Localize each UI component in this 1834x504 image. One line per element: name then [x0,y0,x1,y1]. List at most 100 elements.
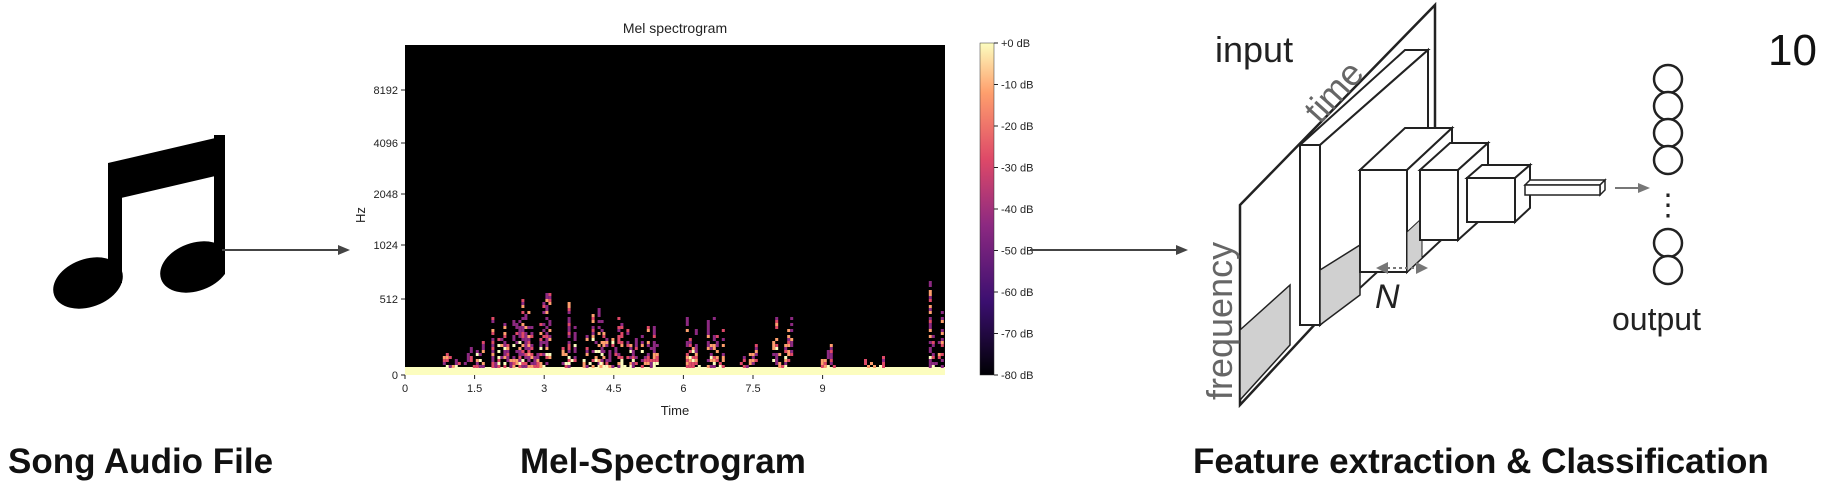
energy-cell [518,356,522,359]
energy-cell [527,347,531,350]
energy-cell [864,362,867,365]
energy-cell [524,365,528,368]
energy-cell [561,353,565,356]
energy-cell [600,353,604,356]
energy-cell [527,350,531,353]
energy-cell [626,332,630,335]
energy-cell [564,362,568,365]
energy-cell [527,344,531,347]
energy-cell [706,365,710,368]
energy-cell [594,341,598,344]
energy-cell [649,362,653,365]
energy-cell [715,359,719,362]
energy-cell [685,320,689,323]
energy-cell [652,350,656,353]
energy-cell [597,308,601,311]
energy-cell [567,320,571,323]
energy-cell [608,359,612,362]
energy-cell [742,359,746,362]
energy-cell [643,362,647,365]
colorbar-tick-label: -30 dB [1001,163,1033,175]
energy-cell [928,365,932,368]
energy-cell [694,353,698,356]
energy-cell [478,353,482,356]
energy-cell [539,362,543,365]
energy-cell [611,338,615,341]
flatten-front [1524,184,1601,196]
energy-cell [506,353,510,356]
energy-cell [784,359,788,362]
energy-cell [790,344,794,347]
x-tick-label: 1.5 [467,383,482,395]
energy-cell [530,326,534,329]
energy-cell [521,332,525,335]
energy-cell [561,347,565,350]
energy-cell [524,317,528,320]
energy-cell [602,365,606,368]
energy-cell [454,365,458,368]
energy-cell [582,359,586,362]
energy-cell [524,341,528,344]
energy-cell [567,335,571,338]
energy-cell [778,353,782,356]
energy-cell [600,329,604,332]
energy-cell [527,335,531,338]
energy-cell [475,362,479,365]
energy-cell [790,329,794,332]
energy-cell [928,356,932,359]
energy-cell [617,317,621,320]
energy-cell [567,344,571,347]
energy-cell [509,359,513,362]
energy-cell [617,326,621,329]
energy-cell [688,341,692,344]
energy-cell [545,317,549,320]
energy-cell [582,362,586,365]
energy-cell [530,335,534,338]
energy-cell [491,347,495,350]
energy-cell [582,365,586,368]
energy-cell [629,347,633,350]
energy-cell [597,314,601,317]
energy-cell [611,365,615,368]
energy-cell [506,344,510,347]
output-arrow [1615,183,1650,193]
energy-cell [527,359,531,362]
energy-cell [561,362,565,365]
energy-cell [787,344,791,347]
energy-cell [545,347,549,350]
energy-cell [530,362,534,365]
energy-cell [530,332,534,335]
energy-cell [685,344,689,347]
energy-cell [706,323,710,326]
energy-cell [931,356,935,359]
energy-cell [772,344,776,347]
energy-cell [688,359,692,362]
y-tick-label: 2048 [374,189,398,201]
energy-cell [518,326,522,329]
energy-cell [937,353,941,356]
energy-cell [600,359,604,362]
energy-cell [521,350,525,353]
energy-cell [712,335,716,338]
output-neuron [1652,90,1684,122]
energy-cell [685,323,689,326]
energy-cell [829,344,833,347]
conv3-front [1419,169,1459,241]
caption-mel-spectrogram: Mel-Spectrogram [520,442,806,481]
energy-cell [518,320,522,323]
energy-cell [512,335,516,338]
energy-cell [697,365,701,368]
energy-cell [652,326,656,329]
energy-cell [600,320,604,323]
energy-cell [500,344,504,347]
energy-cell [829,353,833,356]
energy-cell [518,329,522,332]
energy-cell [706,335,710,338]
energy-cell [573,359,577,362]
energy-cell [494,362,498,365]
energy-cell [567,350,571,353]
output-neuron [1652,254,1684,286]
energy-cell [605,341,609,344]
energy-cell [928,296,932,299]
energy-cell [775,362,779,365]
